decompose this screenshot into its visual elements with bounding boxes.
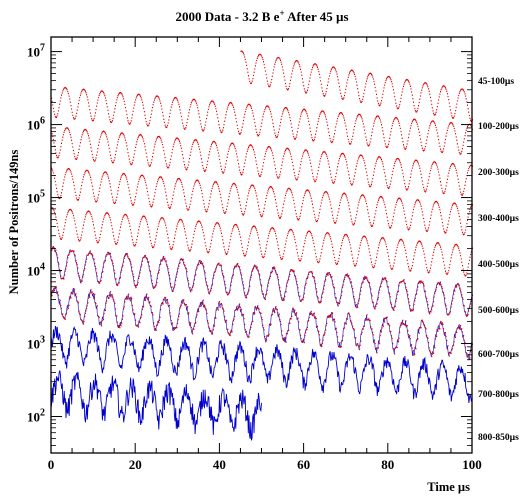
series-label: 700-800µs xyxy=(478,390,519,400)
series-label: 200-300µs xyxy=(478,168,519,178)
chart-title-superscript: + xyxy=(279,8,284,18)
series-8 xyxy=(50,370,262,441)
series-1 xyxy=(51,87,473,155)
y-axis: 107 106 105 104 103 102 xyxy=(27,43,472,446)
series-0 xyxy=(240,50,473,122)
series-points-1 xyxy=(51,87,473,155)
plot-area xyxy=(50,50,473,441)
y-tick-label: 102 xyxy=(27,408,45,425)
series-label: 300-400µs xyxy=(478,214,519,224)
x-axis-label: Time µs xyxy=(427,480,470,494)
series-3 xyxy=(51,167,473,236)
series-points-2 xyxy=(51,127,473,196)
x-tick-label: 100 xyxy=(462,457,482,472)
y-tick-label: 103 xyxy=(27,335,45,352)
series-5 xyxy=(51,245,473,318)
series-label: 600-700µs xyxy=(478,350,519,360)
x-tick-label: 80 xyxy=(381,457,394,472)
series-label: 400-500µs xyxy=(478,260,519,270)
series-line-8 xyxy=(50,370,262,441)
x-tick-label: 40 xyxy=(213,457,226,472)
series-points-5 xyxy=(51,245,473,317)
series-4 xyxy=(51,207,473,277)
y-tick-label: 107 xyxy=(27,43,45,60)
series-6 xyxy=(50,286,473,361)
plot-frame xyxy=(50,36,473,454)
x-tick-label: 60 xyxy=(297,457,310,472)
series-7 xyxy=(50,325,473,404)
series-points-3 xyxy=(51,167,473,236)
x-axis: 0 20 40 60 80 100 xyxy=(48,37,482,472)
x-tick-label: 0 xyxy=(48,457,55,472)
series-2 xyxy=(51,127,473,196)
series-points-0 xyxy=(240,50,473,122)
series-points-4 xyxy=(51,207,473,277)
y-tick-label: 106 xyxy=(27,116,45,133)
series-labels: 45-100µs 100-200µs 200-300µs 300-400µs 400-5… xyxy=(478,77,519,443)
y-axis-label: Number of Positrons/149ns xyxy=(7,150,21,295)
series-line-5 xyxy=(51,245,473,318)
chart-title: 2000 Data - 3.2 B e+ After 45 µs xyxy=(175,8,348,24)
series-label: 100-200µs xyxy=(478,122,519,132)
series-label: 45-100µs xyxy=(478,77,514,87)
x-tick-label: 20 xyxy=(129,457,142,472)
y-tick-label: 104 xyxy=(27,262,45,279)
series-label: 500-600µs xyxy=(478,306,519,316)
series-label: 800-850µs xyxy=(478,433,519,443)
y-tick-label: 105 xyxy=(27,189,45,206)
series-line-7 xyxy=(50,325,473,404)
